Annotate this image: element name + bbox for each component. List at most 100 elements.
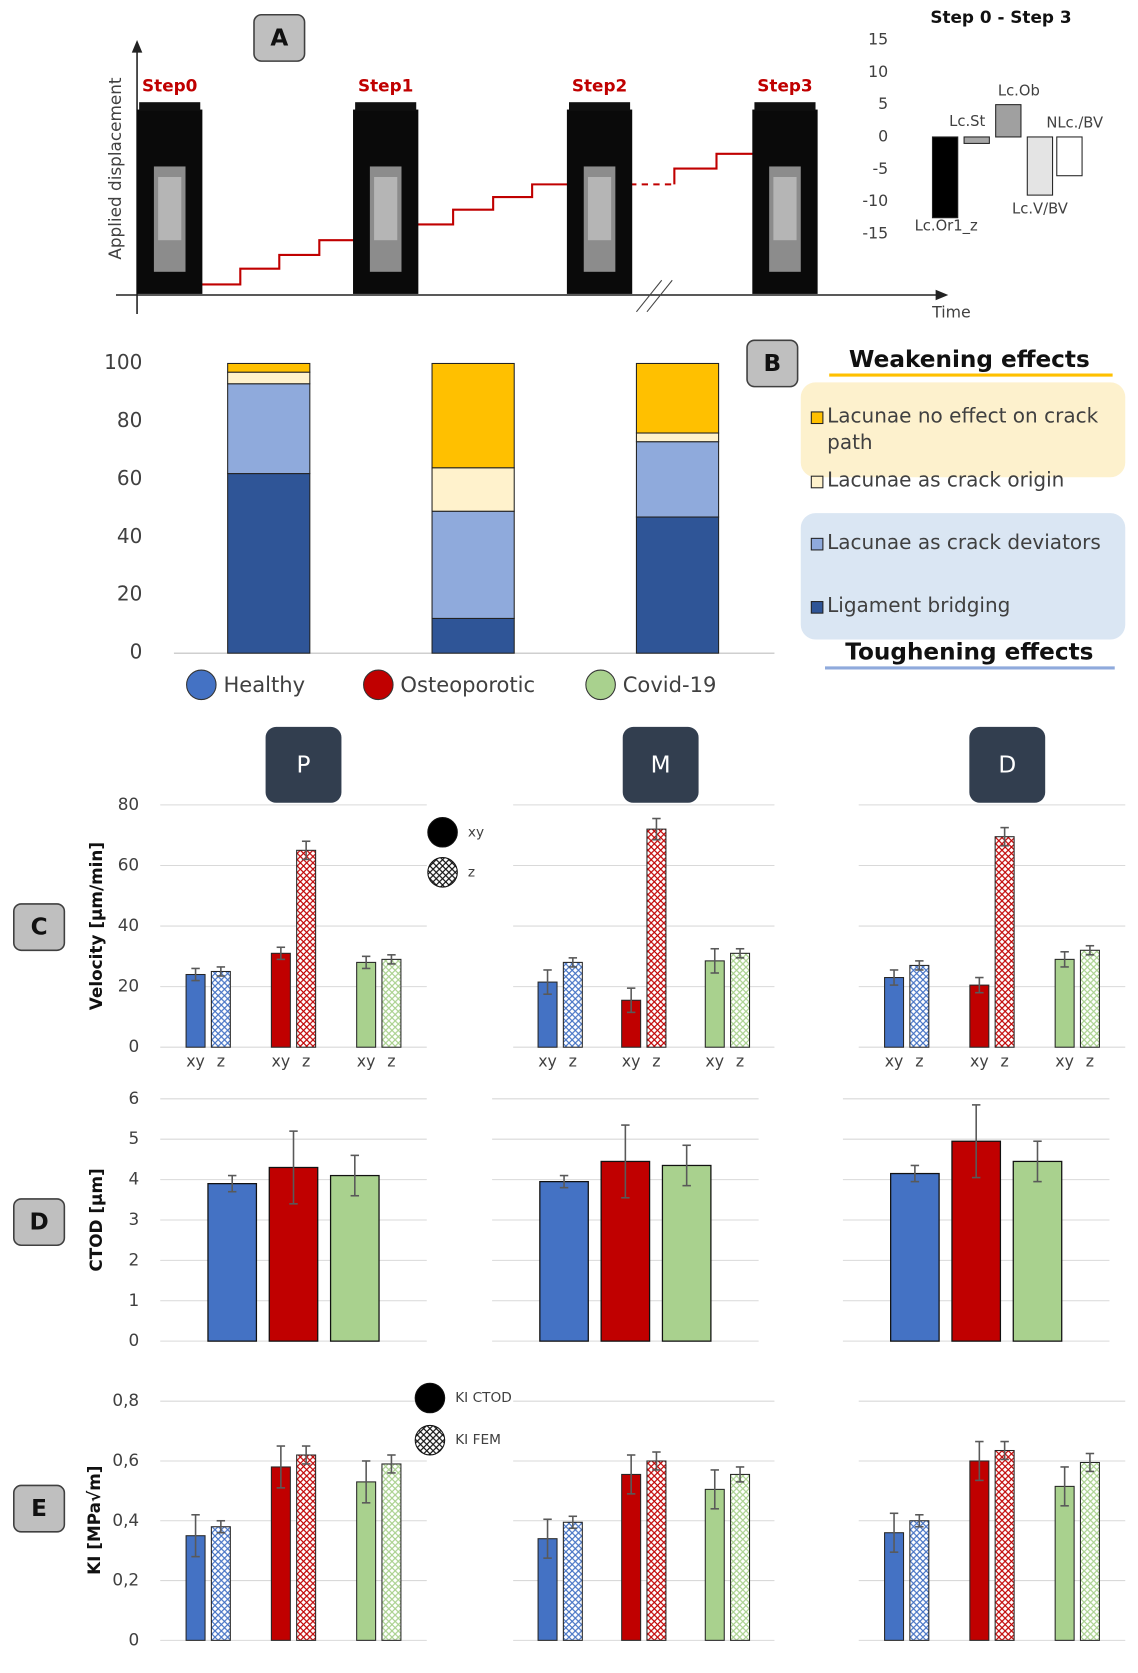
- x-tick-label: z: [1086, 1051, 1094, 1070]
- bar: [909, 964, 930, 1048]
- legend-label: KI CTOD: [455, 1390, 512, 1406]
- bar: [600, 1160, 651, 1342]
- bar: [296, 1454, 317, 1641]
- error-bar: [710, 947, 719, 974]
- error-bar: [1000, 1440, 1009, 1461]
- bar: [995, 104, 1022, 138]
- panel-label-box: [13, 1484, 66, 1533]
- error-bar: [350, 1154, 360, 1197]
- panel-label-box: [13, 1198, 66, 1247]
- y-tick-label: 60: [117, 466, 142, 490]
- legend-swatch: [810, 475, 824, 489]
- error-bar: [543, 1518, 552, 1559]
- bar-segment: [431, 617, 515, 654]
- bar: [268, 1166, 319, 1342]
- error-bar: [915, 1513, 924, 1528]
- legend-label: Covid-19: [623, 672, 717, 697]
- x-tick-label: z: [302, 1051, 310, 1070]
- panel-label: E: [31, 1495, 47, 1522]
- error-bar: [361, 955, 371, 970]
- error-bar: [289, 1130, 298, 1205]
- error-bar: [568, 957, 578, 968]
- bar-label: Lc.Ob: [998, 83, 1040, 100]
- y-tick-label: -5: [872, 159, 888, 178]
- legend-swatch: [810, 601, 824, 614]
- bar: [207, 1183, 258, 1342]
- error-bar: [889, 1512, 899, 1553]
- y-tick-label: 0: [878, 126, 888, 145]
- error-bar: [387, 1454, 396, 1474]
- x-tick-label: xy: [622, 1051, 641, 1070]
- specimen-cap: [355, 102, 417, 111]
- bar: [329, 1174, 380, 1342]
- bar-segment: [227, 383, 311, 475]
- bar-label: Lc.St: [949, 113, 985, 130]
- bar-segment: [431, 510, 515, 619]
- panel-label: D: [29, 1209, 48, 1236]
- header-label: M: [651, 751, 671, 778]
- legend-label: Lacunae as crack origin: [827, 468, 1065, 492]
- arrow: [935, 289, 949, 301]
- bar: [704, 960, 725, 1048]
- specimen-core-light: [158, 176, 182, 241]
- header-label: P: [297, 751, 311, 778]
- bar: [646, 1460, 667, 1641]
- bar: [890, 1172, 940, 1342]
- y-tick-label: 0: [128, 1330, 139, 1350]
- y-tick-label: -15: [862, 223, 888, 242]
- error-bar: [971, 1104, 981, 1179]
- legend-marker: [363, 669, 394, 701]
- x-axis-label: Time: [931, 302, 971, 321]
- bar: [562, 1521, 583, 1641]
- legend-marker: [414, 1382, 446, 1414]
- specimen-core-light: [587, 176, 612, 241]
- panel-label-box: [746, 339, 799, 388]
- y-tick-label: 20: [117, 582, 142, 606]
- legend-marker: [186, 669, 217, 701]
- bar: [909, 1520, 930, 1641]
- step-label: Step0: [142, 75, 197, 95]
- legend-label: xy: [468, 824, 484, 840]
- bar: [381, 1463, 402, 1641]
- legend-marker: [585, 669, 616, 701]
- bar-segment: [227, 473, 311, 654]
- bar-label: Lc.V/BV: [1012, 201, 1068, 218]
- bar-segment: [227, 371, 311, 385]
- specimen-cap: [754, 102, 816, 111]
- error-bar: [301, 840, 311, 861]
- bar: [1012, 1160, 1063, 1342]
- error-bar: [652, 817, 661, 841]
- y-tick-label: 0,8: [112, 1390, 139, 1410]
- panel-label: C: [31, 914, 48, 941]
- bar: [210, 970, 231, 1048]
- bar: [210, 1526, 231, 1641]
- break: [636, 279, 663, 313]
- x-tick-label: z: [1000, 1051, 1008, 1070]
- error-bar: [568, 1515, 578, 1530]
- legend-label: Healthy: [223, 672, 305, 697]
- x-tick-label: xy: [885, 1051, 904, 1070]
- bar: [1056, 136, 1083, 177]
- y-tick-label: 0,6: [112, 1450, 139, 1470]
- bar: [661, 1164, 712, 1342]
- y-tick-label: 40: [117, 524, 142, 548]
- error-bar: [216, 966, 226, 977]
- bar-segment: [635, 362, 720, 434]
- panel-label: A: [270, 24, 288, 51]
- bar: [646, 828, 667, 1048]
- bar: [356, 1481, 377, 1641]
- error-bar: [543, 969, 552, 995]
- bar: [994, 1449, 1015, 1641]
- y-axis-label: Velocity [μm/min]: [86, 842, 106, 1010]
- legend-label: KI FEM: [455, 1432, 501, 1448]
- y-tick-label: 0: [128, 1036, 139, 1056]
- error-bar: [1000, 826, 1009, 847]
- step-label: Step3: [757, 75, 812, 95]
- bar: [994, 836, 1015, 1048]
- bar: [296, 849, 317, 1048]
- y-tick-label: 100: [104, 350, 142, 374]
- x-tick-label: xy: [272, 1051, 291, 1070]
- y-tick-label: 80: [118, 794, 139, 814]
